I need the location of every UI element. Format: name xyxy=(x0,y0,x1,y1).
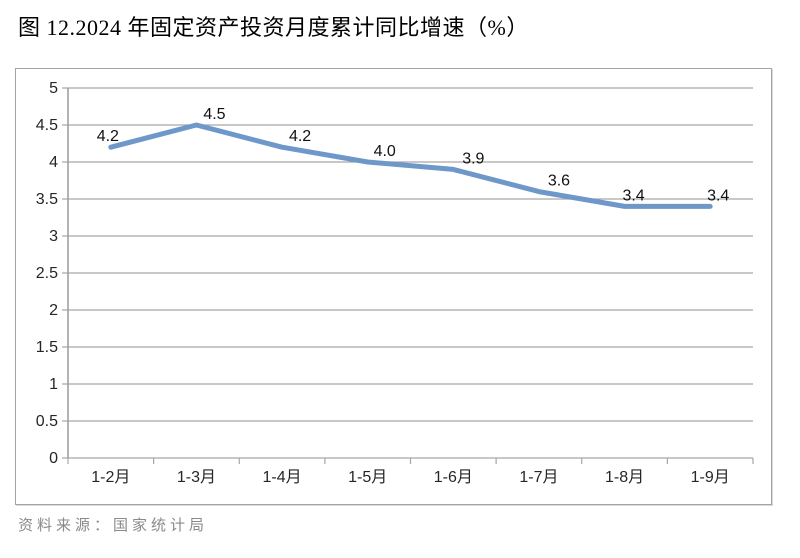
x-axis-label: 1-2月 xyxy=(91,469,130,486)
data-label: 4.2 xyxy=(289,128,311,145)
data-label: 4.0 xyxy=(374,143,396,160)
data-label: 3.6 xyxy=(548,173,570,190)
data-label: 3.4 xyxy=(622,187,644,204)
source-note: 资料来源：国家统计局 xyxy=(18,518,209,534)
x-axis-label: 1-4月 xyxy=(262,469,301,486)
y-axis-label: 3.5 xyxy=(36,191,58,208)
x-axis-label: 1-3月 xyxy=(177,469,216,486)
data-label: 3.4 xyxy=(707,187,729,204)
x-axis-label: 1-9月 xyxy=(691,469,730,486)
page-title: 图 12.2024 年固定资产投资月度累计同比增速（%） xyxy=(18,15,529,40)
y-axis-label: 4 xyxy=(49,154,58,171)
x-axis-label: 1-7月 xyxy=(519,469,558,486)
chart-frame: 0 0.5 1 1.5 2 2.5 3 3.5 4 4.5 5 1-2月 1-3月 1-4月 1-5月 1-6… xyxy=(15,68,772,505)
y-axis-label: 1.5 xyxy=(36,339,58,356)
series-line xyxy=(108,122,713,209)
y-axis-label: 0 xyxy=(49,450,58,467)
y-axis-label: 3 xyxy=(49,228,58,245)
line-chart: 0 0.5 1 1.5 2 2.5 3 3.5 4 4.5 5 1-2月 1-3月 1-4月 1-5月 1-6… xyxy=(36,80,754,486)
y-axis-label: 0.5 xyxy=(36,413,58,430)
y-axis-label: 2.5 xyxy=(36,265,58,282)
x-axis-label: 1-5月 xyxy=(348,469,387,486)
data-label: 4.2 xyxy=(97,128,119,145)
data-label: 4.5 xyxy=(203,106,225,123)
y-axis-label: 5 xyxy=(49,80,58,97)
y-axis-label: 4.5 xyxy=(36,117,58,134)
x-axis-label: 1-8月 xyxy=(605,469,644,486)
data-label: 3.9 xyxy=(462,150,484,167)
y-axis-label: 1 xyxy=(49,376,58,393)
x-axis-label: 1-6月 xyxy=(434,469,473,486)
y-axis-label: 2 xyxy=(49,302,58,319)
